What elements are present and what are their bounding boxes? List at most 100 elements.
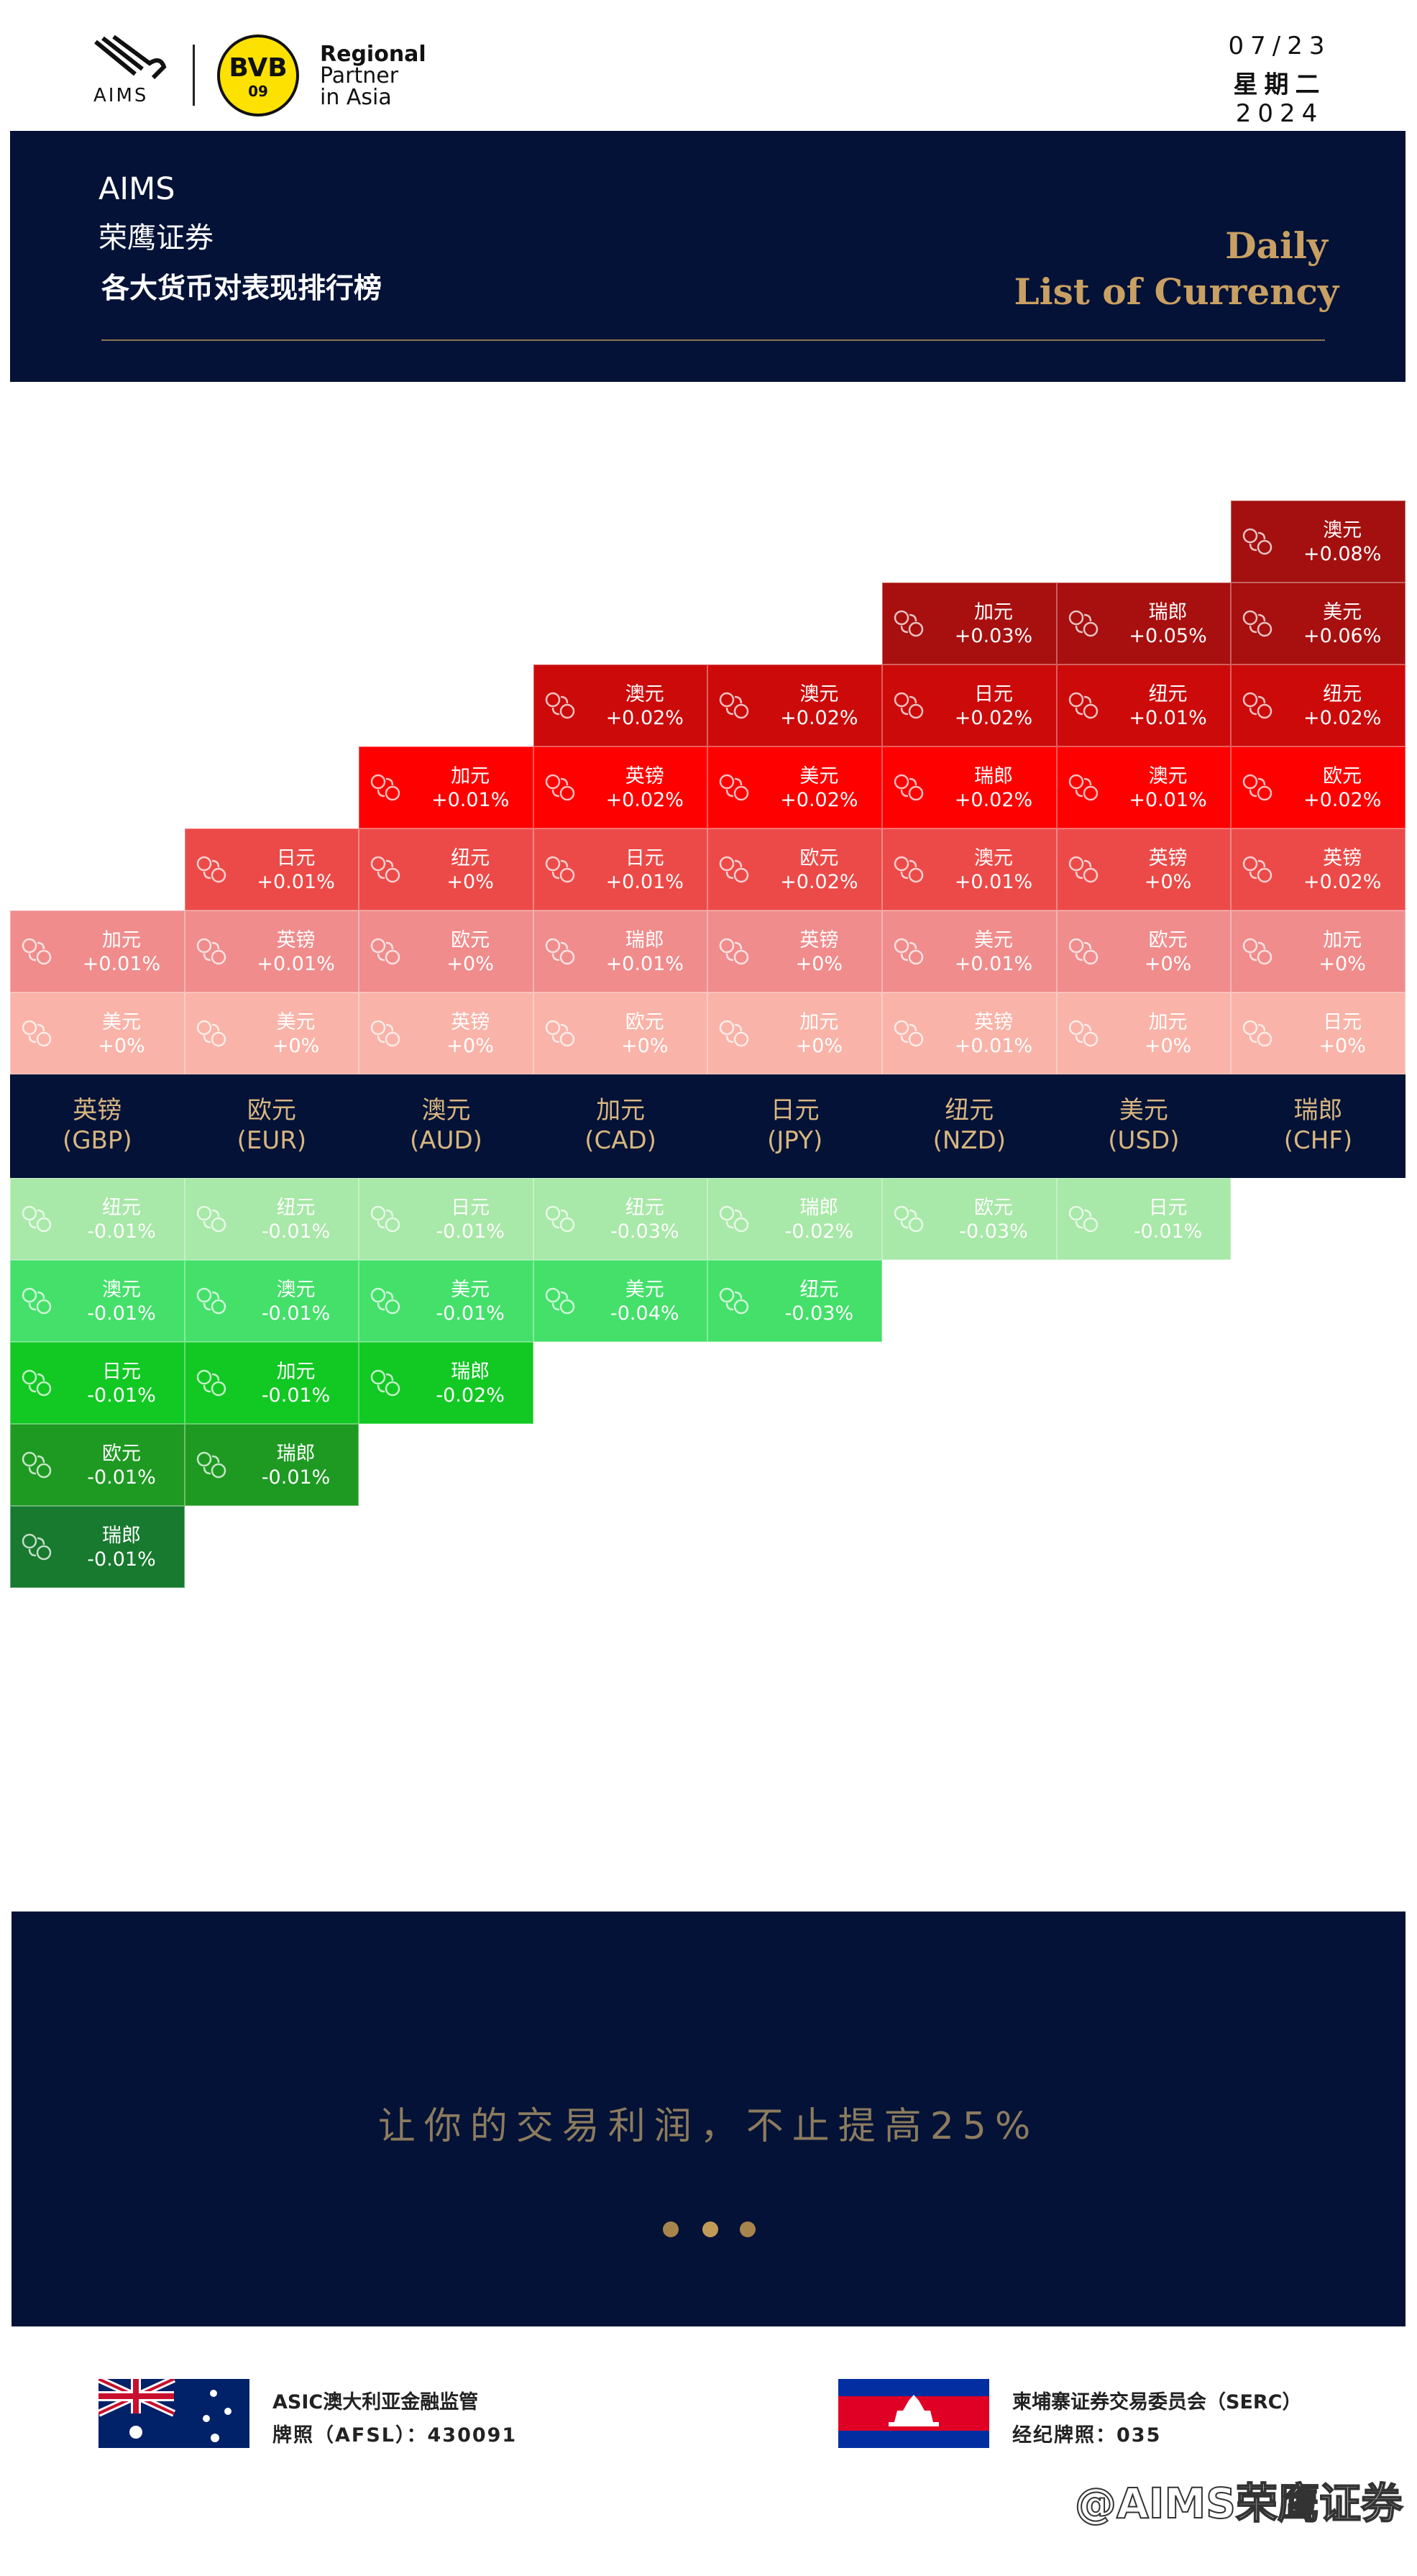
swap-icon — [720, 692, 749, 719]
regulator-name: ASIC澳大利亚金融监管 — [272, 2391, 479, 2413]
cell-currency: 澳元 — [625, 682, 664, 705]
cell-change: -0.01% — [87, 1302, 156, 1325]
regulator-license: 经纪牌照：035 — [1012, 2424, 1162, 2447]
cell-currency: 加元 — [799, 1010, 839, 1033]
cell-change: -0.03% — [610, 1220, 679, 1243]
cell-change: +0% — [1144, 871, 1192, 894]
currency-name: 加元 — [596, 1096, 646, 1125]
cell-currency: 瑞郎 — [451, 1360, 490, 1383]
cell-currency: 瑞郎 — [101, 1524, 141, 1547]
cell-change: +0.01% — [1129, 789, 1207, 812]
logo-text: AIMS — [93, 85, 149, 106]
cell-change: -0.01% — [87, 1548, 156, 1571]
title-line: List of Currency — [1014, 270, 1339, 313]
rate-cell: 日元 -0.01% — [359, 1178, 533, 1260]
date: 07/23 — [1228, 32, 1331, 60]
cell-currency: 英镑 — [451, 1010, 490, 1033]
badge-bottom: 09 — [248, 83, 268, 100]
cell-change: +0% — [1319, 953, 1366, 976]
swap-icon — [196, 938, 226, 965]
subtitle: 各大货币对表现排行榜 — [101, 273, 382, 305]
cell-currency: 美元 — [451, 1278, 490, 1301]
cell-currency: 英镑 — [625, 764, 664, 787]
swap-icon — [894, 1020, 924, 1047]
cell-currency: 澳元 — [973, 846, 1013, 869]
swap-icon — [1068, 938, 1098, 965]
swap-icon — [720, 856, 749, 883]
title-line: Daily — [1225, 224, 1328, 267]
swap-icon — [370, 774, 400, 801]
swap-icon — [196, 1205, 226, 1233]
cell-change: -0.01% — [87, 1384, 156, 1407]
cell-change: +0.01% — [605, 871, 684, 894]
cell-currency: 美元 — [101, 1010, 141, 1033]
cell-currency: 日元 — [451, 1196, 490, 1219]
cell-change: +0% — [1319, 1035, 1366, 1058]
currency-code: (CAD) — [584, 1126, 656, 1155]
cell-currency: 欧元 — [799, 846, 839, 869]
rate-cell: 瑞郎 +0.02% — [882, 746, 1057, 828]
dot — [740, 2221, 756, 2237]
rate-cell: 加元 +0% — [707, 992, 882, 1074]
rate-cell: 美元 +0.01% — [882, 910, 1057, 992]
cell-currency: 日元 — [1323, 1010, 1362, 1033]
swap-icon — [1242, 528, 1272, 555]
cell-change: +0.01% — [954, 953, 1033, 976]
cell-change: +0.01% — [605, 953, 684, 976]
rate-cell: 瑞郎 +0.05% — [1056, 583, 1232, 664]
swap-icon — [894, 774, 924, 801]
rate-cell: 英镑 +0% — [707, 910, 882, 992]
cell-currency: 纽元 — [799, 1278, 839, 1301]
rate-cell: 澳元 -0.01% — [10, 1260, 185, 1342]
rate-cell: 加元 +0% — [1056, 992, 1232, 1074]
cell-currency: 纽元 — [1148, 682, 1188, 705]
partner-line: Regional — [320, 42, 426, 67]
swap-icon — [720, 1205, 749, 1233]
cell-change: -0.04% — [610, 1302, 679, 1325]
cell-currency: 澳元 — [1148, 764, 1188, 787]
weekday: 星期二 — [1233, 70, 1326, 99]
cell-change: +0.02% — [1303, 871, 1382, 894]
rate-cell: 加元 -0.01% — [184, 1342, 359, 1424]
cell-change: +0.06% — [1303, 625, 1382, 648]
swap-icon — [1242, 1020, 1272, 1047]
cell-currency: 英镑 — [1148, 846, 1188, 869]
swap-icon — [196, 1451, 226, 1479]
rate-cell: 美元 +0% — [10, 992, 185, 1074]
cell-currency: 澳元 — [276, 1278, 316, 1301]
swap-icon — [894, 938, 924, 965]
swap-icon — [545, 1020, 575, 1047]
cell-currency: 瑞郎 — [276, 1442, 316, 1465]
swap-icon — [545, 774, 575, 801]
cell-currency: 美元 — [1323, 600, 1362, 624]
swap-icon — [720, 1020, 749, 1047]
rate-cell: 日元 +0.01% — [184, 828, 359, 910]
cell-change: +0% — [795, 1035, 843, 1058]
cell-change: +0% — [621, 1035, 669, 1058]
swap-icon — [22, 1020, 52, 1047]
swap-icon — [1068, 610, 1098, 637]
banner: 让你的交易利润，不止提高25% — [12, 1912, 1405, 2326]
rate-cell: 纽元 +0% — [359, 828, 533, 910]
cell-currency: 欧元 — [625, 1010, 664, 1033]
rate-cell: 澳元 +0.08% — [1231, 501, 1405, 583]
cell-currency: 澳元 — [799, 682, 839, 705]
cell-currency: 日元 — [276, 846, 316, 869]
currency-name: 纽元 — [945, 1096, 994, 1125]
badge-top: BVB — [229, 53, 288, 83]
rate-cell: 欧元 -0.01% — [10, 1424, 185, 1506]
gold-rule — [101, 339, 1325, 341]
cell-currency: 瑞郎 — [1148, 600, 1188, 624]
cell-change: -0.01% — [261, 1384, 331, 1407]
rate-cell: 美元 +0.06% — [1231, 583, 1405, 664]
cell-change: -0.02% — [436, 1384, 505, 1407]
cell-change: +0.08% — [1303, 543, 1382, 566]
rate-cell: 日元 +0% — [1231, 992, 1405, 1074]
currency-code: (CHF) — [1283, 1126, 1353, 1155]
cell-currency: 瑞郎 — [625, 928, 664, 951]
rate-cell: 瑞郎 -0.02% — [707, 1178, 882, 1260]
cell-change: +0% — [795, 953, 843, 976]
rate-cell: 日元 -0.01% — [10, 1342, 185, 1424]
currency-name: 英镑 — [73, 1096, 122, 1125]
cell-change: +0.02% — [954, 789, 1033, 812]
